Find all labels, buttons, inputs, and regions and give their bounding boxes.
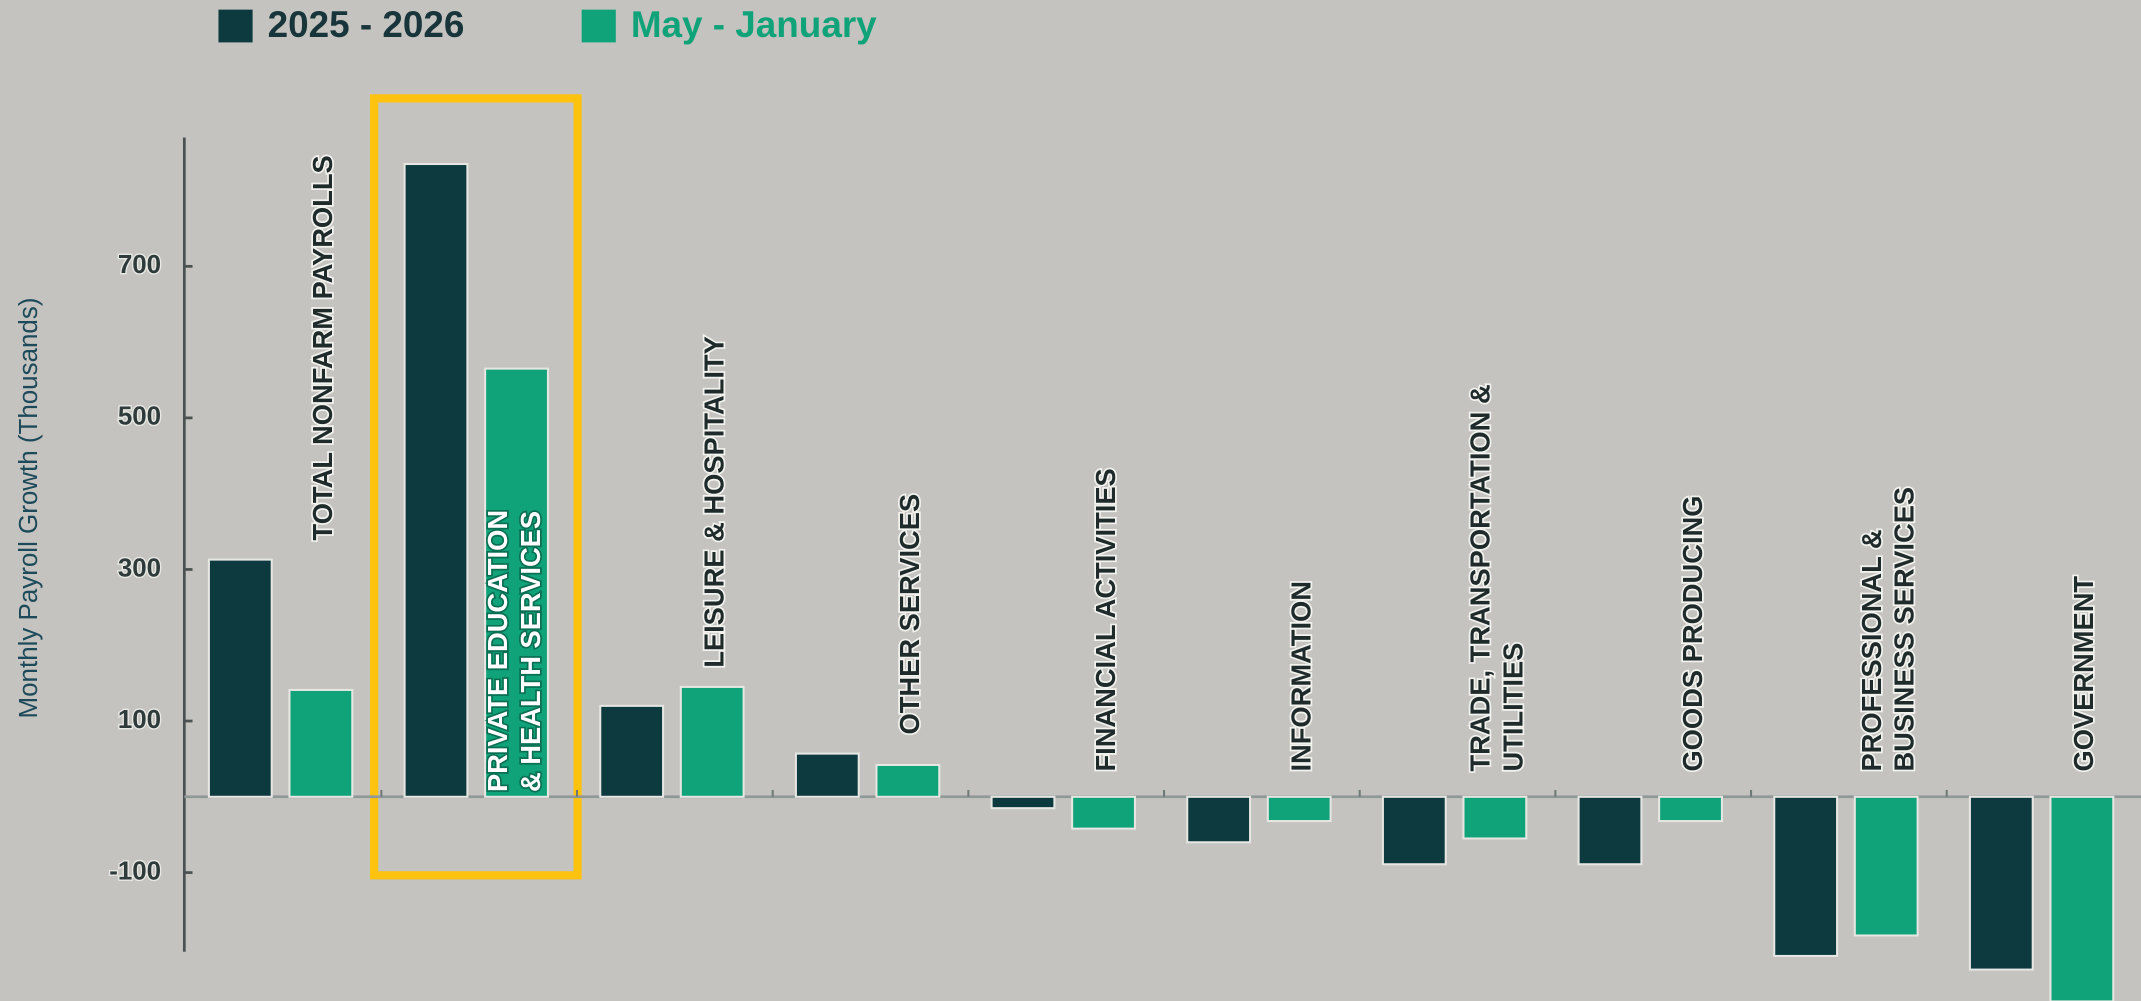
bar (875, 763, 941, 798)
bar (1186, 795, 1252, 844)
bar (1381, 795, 1447, 866)
category-label: TRADE, TRANSPORTATION &UTILITIES (1465, 384, 1529, 771)
bar (1266, 795, 1332, 823)
bar (207, 558, 273, 798)
bar (1071, 795, 1136, 830)
bar (2049, 795, 2115, 1001)
legend-label: 2025 - 2026 (268, 4, 465, 45)
category-label: PROFESSIONAL &BUSINESS SERVICES (1856, 487, 1920, 772)
bar (1658, 795, 1723, 823)
bar (1773, 795, 1839, 957)
bar (599, 704, 665, 798)
bar (794, 752, 860, 798)
y-tick-label: 300 (118, 554, 161, 582)
bar (403, 162, 469, 798)
legend-label: May - January (631, 4, 877, 45)
bar (1968, 795, 2034, 971)
category-label: PRIVATE EDUCATION& HEALTH SERVICES (482, 510, 546, 792)
category-label: OTHER SERVICES (894, 494, 925, 735)
legend-swatch (218, 9, 253, 43)
category-label: FINANCIAL ACTIVITIES (1090, 468, 1121, 771)
y-tick-label: 700 (118, 251, 161, 279)
highlight-box (370, 94, 582, 880)
bar (288, 688, 354, 798)
y-tick-label: 100 (118, 706, 161, 734)
bar (1577, 795, 1643, 866)
legend-swatch (581, 9, 616, 43)
y-tick-label: 500 (118, 403, 161, 431)
category-label: INFORMATION (1286, 581, 1317, 772)
category-label: GOODS PRODUCING (1677, 496, 1708, 772)
category-label: LEISURE & HOSPITALITY (699, 336, 730, 668)
bar (1462, 795, 1528, 840)
bar (990, 795, 1056, 810)
y-axis-label: Monthly Payroll Growth (Thousands) (15, 298, 43, 719)
bar (1853, 795, 1919, 937)
bar (679, 685, 745, 798)
bar (484, 367, 549, 798)
category-label: TOTAL NONFARM PAYROLLS (307, 155, 338, 540)
category-label: GOVERNMENT (2068, 576, 2099, 772)
y-tick-label: -100 (109, 857, 161, 885)
